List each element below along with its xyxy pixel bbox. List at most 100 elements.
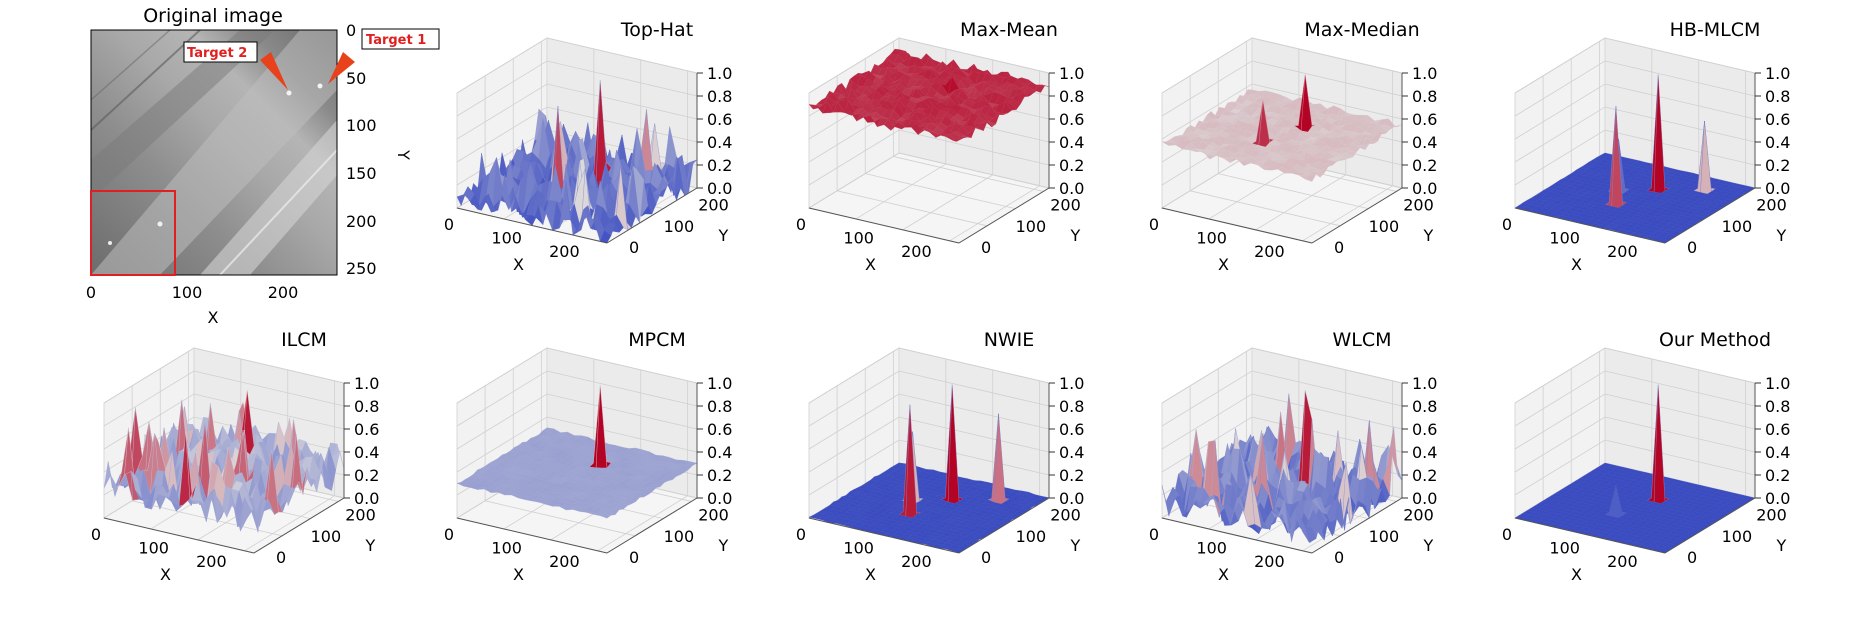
x-axis-line [456, 207, 608, 244]
y-tick-label: 200 [345, 506, 376, 525]
grid-line [808, 152, 1050, 209]
grid-line [837, 190, 988, 227]
orig-xtick: 200 [268, 283, 299, 302]
grid-line [1514, 83, 1756, 140]
grid-line [855, 163, 947, 220]
x-tick-label: 200 [196, 552, 227, 571]
plot-title: MPCM [628, 329, 686, 351]
surface [456, 80, 698, 244]
y-axis-label: Y [365, 536, 376, 555]
x-tick-label: 200 [549, 242, 580, 261]
z-tick-label: 0.4 [1059, 133, 1084, 152]
y-axis-label: Y [1070, 226, 1081, 245]
x-tick-label: 100 [491, 538, 522, 557]
y-axis-label: Y [1776, 226, 1787, 245]
grid-line [893, 156, 1044, 192]
z-tick-label: 0.2 [1765, 466, 1790, 485]
orig-xtick: 0 [86, 283, 96, 302]
y-tick-label: 200 [1050, 506, 1081, 525]
grid-line [456, 37, 698, 94]
orig-xlabel: X [208, 308, 219, 327]
z-tick-label: 1.0 [1412, 64, 1437, 83]
y-tick-label: 0 [276, 548, 286, 567]
orig-ytick: 100 [346, 116, 377, 135]
x-tick-label: 0 [444, 215, 454, 234]
surface [808, 48, 1050, 142]
z-tick-label: 1.0 [1059, 64, 1084, 83]
z-tick-label: 0.0 [1059, 179, 1084, 198]
y-axis-label: Y [1776, 536, 1787, 555]
z-tick-label: 1.0 [1412, 374, 1437, 393]
grid-line [1161, 37, 1403, 94]
z-tick-label: 0.8 [1412, 397, 1437, 416]
z-tick-label: 0.2 [707, 466, 732, 485]
z-tick-label: 1.0 [707, 64, 732, 83]
infrared-image [91, 30, 337, 275]
y-tick-label: 200 [1756, 506, 1787, 525]
z-tick-label: 0.4 [707, 133, 732, 152]
x-tick-label: 0 [1149, 215, 1159, 234]
y-tick-label: 0 [1334, 548, 1344, 567]
z-tick-label: 0.6 [1059, 420, 1084, 439]
surface [1161, 74, 1403, 182]
grid-line [902, 174, 993, 231]
original-x-axis: 0 100 200 X [86, 283, 298, 327]
y-tick-label: 100 [664, 217, 695, 236]
z-tick-label: 0.4 [707, 443, 732, 462]
z-tick-label: 0.8 [1059, 87, 1084, 106]
z-tick-label: 0.6 [1059, 110, 1084, 129]
target-2-arrow [260, 52, 288, 90]
plot-title: Our Method [1659, 329, 1771, 351]
zoom-box [90, 190, 176, 276]
plot-title: Max-Mean [960, 19, 1058, 41]
plot-title: Max-Median [1304, 19, 1419, 41]
grid-line [808, 129, 1050, 186]
z-tick-label: 0.2 [1059, 156, 1084, 175]
x-tick-label: 100 [1196, 228, 1227, 247]
surface [1514, 74, 1756, 243]
orig-ytick: 250 [346, 259, 377, 278]
x-axis-label: X [865, 565, 876, 584]
z-tick-label: 0.2 [354, 466, 379, 485]
surface-facet [951, 137, 964, 142]
x-axis-label: X [1218, 255, 1229, 274]
y-tick-label: 100 [1369, 217, 1400, 236]
z-tick-label: 0.8 [1059, 397, 1084, 416]
x-tick-label: 200 [1607, 242, 1638, 261]
original-image-panel: Original image [86, 5, 440, 327]
plot-title: HB-MLCM [1670, 19, 1761, 41]
z-tick-label: 0.4 [354, 443, 379, 462]
z-tick-label: 0.2 [1412, 466, 1437, 485]
y-tick-label: 200 [698, 196, 729, 215]
z-tick-label: 1.0 [707, 374, 732, 393]
target-1-annotation: Target 1 [328, 28, 440, 84]
y-axis-line [958, 187, 1050, 244]
y-tick-label: 200 [1050, 196, 1081, 215]
z-tick-label: 0.6 [707, 420, 732, 439]
orig-ytick: 0 [346, 21, 356, 40]
z-tick-label: 0.8 [707, 87, 732, 106]
z-tick-label: 0.4 [1412, 443, 1437, 462]
grid-line [808, 37, 1050, 94]
x-tick-label: 200 [901, 242, 932, 261]
target-2-annotation: Target 2 [183, 41, 288, 90]
x-axis-label: X [513, 255, 524, 274]
z-tick-label: 0.8 [707, 397, 732, 416]
x-axis-label: X [1218, 565, 1229, 584]
x-tick-label: 200 [1607, 552, 1638, 571]
z-tick-label: 0.0 [707, 179, 732, 198]
x-tick-label: 200 [1254, 552, 1285, 571]
grid-line [1514, 60, 1756, 117]
x-axis-label: X [865, 255, 876, 274]
z-tick-label: 1.0 [354, 374, 379, 393]
x-tick-label: 0 [1502, 215, 1512, 234]
y-tick-label: 200 [698, 506, 729, 525]
y-tick-label: 100 [664, 527, 695, 546]
grid-line [949, 185, 1040, 242]
y-tick-label: 100 [1722, 527, 1753, 546]
z-tick-label: 0.8 [354, 397, 379, 416]
